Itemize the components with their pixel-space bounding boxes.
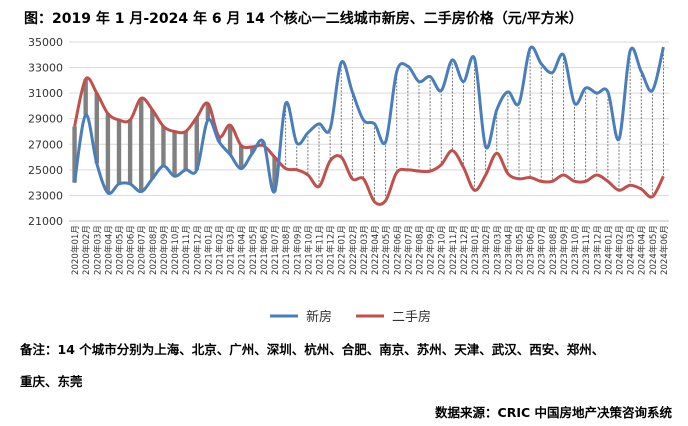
x-tick-label: 2022年06月 — [391, 225, 403, 275]
x-tick-label: 2020年12月 — [191, 225, 203, 275]
x-tick-label: 2021年06月 — [258, 225, 270, 275]
y-tick-label: 33000 — [28, 62, 63, 75]
x-tick-label: 2020年07月 — [136, 225, 148, 275]
x-tick-label: 2023年08月 — [547, 225, 559, 275]
x-tick-label: 2023年04月 — [502, 225, 514, 275]
x-tick-label: 2021年02月 — [214, 225, 226, 275]
chart-title: 图：2019 年 1 月-2024 年 6 月 14 个核心一二线城市新房、二手… — [24, 11, 583, 27]
x-tick-label: 2023年07月 — [536, 225, 548, 275]
y-tick-label: 31000 — [28, 87, 63, 100]
difference-bar — [127, 119, 133, 184]
x-tick-label: 2023年10月 — [569, 225, 581, 275]
x-tick-label: 2023年06月 — [525, 225, 537, 275]
x-tick-label: 2022年12月 — [458, 225, 470, 275]
x-tick-label: 2022年09月 — [425, 225, 437, 275]
x-tick-label: 2022年10月 — [436, 225, 448, 275]
x-tick-label: 2020年01月 — [69, 225, 81, 275]
data-source: 数据来源：CRIC 中国房地产决策咨询系统 — [435, 405, 672, 420]
x-tick-label: 2024年06月 — [658, 225, 670, 275]
difference-bar — [83, 79, 88, 115]
x-tick-label: 2021年10月 — [302, 225, 314, 275]
x-tick-label: 2024年03月 — [625, 225, 637, 275]
x-tick-label: 2020年02月 — [80, 225, 92, 275]
x-tick-label: 2022年03月 — [358, 225, 370, 275]
difference-bar — [272, 157, 277, 192]
y-tick-label: 25000 — [28, 164, 63, 177]
x-tick-label: 2022年05月 — [380, 225, 392, 275]
x-tick-label: 2023年01月 — [469, 225, 481, 275]
x-tick-label: 2021年09月 — [291, 225, 303, 275]
difference-bar — [194, 117, 199, 170]
difference-bar — [72, 126, 77, 183]
difference-bar — [227, 125, 233, 155]
x-tick-label: 2020年03月 — [91, 225, 103, 275]
x-tick-label: 2022年04月 — [369, 225, 381, 275]
difference-bar — [161, 126, 166, 167]
x-tick-label: 2023年12月 — [591, 225, 603, 275]
note-line-2: 重庆、东莞 — [20, 374, 83, 389]
legend-label: 二手房 — [392, 309, 431, 325]
difference-bar — [183, 131, 188, 170]
x-tick-label: 2023年11月 — [580, 225, 592, 275]
x-tick-label: 2022年11月 — [447, 225, 459, 275]
x-tick-label: 2020年08月 — [147, 225, 159, 275]
x-tick-label: 2024年05月 — [647, 225, 659, 275]
x-axis-tick-labels: 2020年01月 2020年02月 2020年03月 2020年04月 2020年05月… — [69, 225, 670, 275]
x-tick-label: 2020年06月 — [125, 225, 137, 275]
difference-bar — [94, 93, 99, 164]
y-tick-label: 23000 — [28, 189, 63, 202]
x-tick-label: 2021年01月 — [202, 225, 214, 275]
y-tick-label: 35000 — [28, 36, 63, 49]
x-tick-label: 2023年03月 — [491, 225, 503, 275]
x-tick-label: 2021年04月 — [236, 225, 248, 275]
difference-bar — [150, 109, 155, 179]
x-tick-label: 2024年02月 — [614, 225, 626, 275]
y-tick-label: 27000 — [28, 138, 63, 151]
series-line-second-hand — [73, 76, 665, 206]
x-tick-label: 2022年08月 — [414, 225, 426, 275]
series-line-new — [73, 45, 665, 196]
difference-bar — [250, 146, 255, 154]
legend: 新房 二手房 — [270, 309, 431, 325]
x-tick-label: 2020年04月 — [102, 225, 114, 275]
x-tick-label: 2021年07月 — [269, 225, 281, 275]
x-tick-label: 2024年01月 — [602, 225, 614, 275]
legend-new: 新房 — [270, 309, 332, 325]
difference-bars — [72, 47, 664, 202]
x-tick-label: 2021年05月 — [247, 225, 259, 275]
x-tick-label: 2020年11月 — [180, 225, 192, 275]
y-tick-label: 21000 — [28, 215, 63, 228]
y-axis-tick-labels: 21000 23000 25000 27000 29000 31000 33000 35000 — [28, 36, 63, 228]
difference-bar — [205, 103, 211, 120]
difference-bar — [139, 98, 144, 192]
difference-bar — [172, 131, 177, 177]
legend-second-hand: 二手房 — [356, 309, 431, 325]
difference-bar — [116, 119, 122, 184]
legend-label: 新房 — [306, 309, 332, 325]
series-lines — [73, 45, 665, 206]
x-tick-label: 2020年10月 — [169, 225, 181, 275]
x-tick-label: 2022年01月 — [336, 225, 348, 275]
x-tick-label: 2020年05月 — [114, 225, 126, 275]
x-tick-label: 2024年04月 — [636, 225, 648, 275]
x-tick-label: 2023年02月 — [480, 225, 492, 275]
x-tick-label: 2022年07月 — [402, 225, 414, 275]
x-tick-label: 2021年12月 — [325, 225, 337, 275]
difference-bar — [239, 145, 244, 169]
x-tick-label: 2023年05月 — [514, 225, 526, 275]
y-tick-label: 29000 — [28, 113, 63, 126]
x-tick-label: 2022年02月 — [347, 225, 359, 275]
x-tick-label: 2020年09月 — [158, 225, 170, 275]
note-line-1: 备注：14 个城市分别为上海、北京、广州、深圳、杭州、合肥、南京、苏州、天津、武… — [20, 342, 605, 357]
x-tick-label: 2021年08月 — [280, 225, 292, 275]
x-tick-label: 2021年03月 — [225, 225, 237, 275]
x-tick-label: 2021年11月 — [314, 225, 326, 275]
x-tick-label: 2023年09月 — [558, 225, 570, 275]
difference-bar — [105, 113, 111, 193]
